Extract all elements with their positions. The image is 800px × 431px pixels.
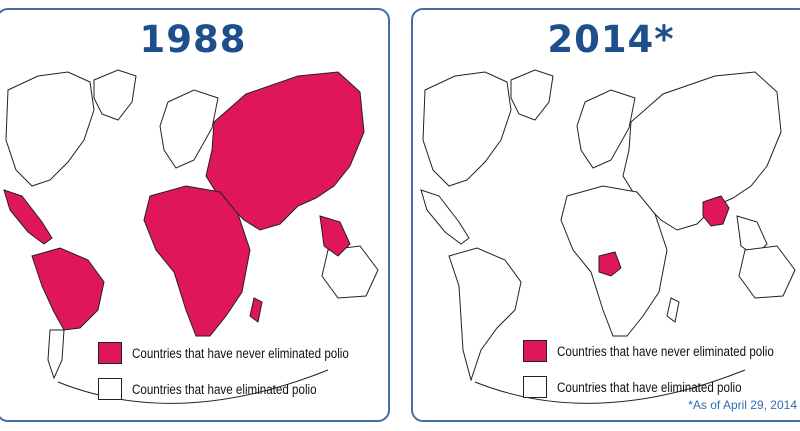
north-america xyxy=(422,71,512,187)
legend-swatch-red xyxy=(523,340,547,362)
south-america-endemic xyxy=(31,247,105,331)
north-america xyxy=(5,71,95,187)
southeast-asia-endemic xyxy=(319,215,351,257)
map-panel-1988: 1988 Countries that have never eliminate… xyxy=(0,8,390,422)
panel-title-2014: 2014* xyxy=(547,18,675,61)
legend-swatch-red xyxy=(98,342,122,364)
madagascar-endemic xyxy=(249,297,263,323)
legend-label-never: Countries that have never eliminated pol… xyxy=(557,343,774,359)
greenland xyxy=(93,69,137,121)
australia xyxy=(321,245,379,299)
pakistan-afghanistan-endemic xyxy=(702,195,730,227)
eurasia-endemic xyxy=(205,71,365,231)
panel-title-1988: 1988 xyxy=(139,18,247,61)
legend-eliminated-1988: Countries that have eliminated polio xyxy=(98,378,347,400)
legend-swatch-white xyxy=(98,378,122,400)
greenland xyxy=(510,69,554,121)
legend-eliminated-2014: Countries that have eliminated polio xyxy=(523,376,772,398)
endemic-land-2014 xyxy=(598,195,730,277)
legend-label-eliminated: Countries that have eliminated polio xyxy=(557,379,742,395)
mexico xyxy=(420,189,470,245)
eliminated-land-1988 xyxy=(5,69,379,404)
mexico-endemic xyxy=(3,189,53,245)
europe xyxy=(576,89,636,169)
legend-label-never: Countries that have never eliminated pol… xyxy=(132,345,349,361)
legend-swatch-white xyxy=(523,376,547,398)
footnote-date: *As of April 29, 2014 xyxy=(688,398,797,412)
world-map-1988 xyxy=(3,69,379,404)
legend-never-eliminated-2014: Countries that have never eliminated pol… xyxy=(523,340,800,362)
endemic-land-1988 xyxy=(3,71,365,337)
map-panel-2014: 2014* Countries that have never eliminat… xyxy=(411,8,800,422)
madagascar xyxy=(666,297,680,323)
nigeria-endemic xyxy=(598,251,622,277)
antarctic-arc xyxy=(57,369,329,404)
legend-label-eliminated: Countries that have eliminated polio xyxy=(132,381,317,397)
south-america xyxy=(448,247,522,382)
africa-endemic xyxy=(143,185,251,337)
legend-never-eliminated-1988: Countries that have never eliminated pol… xyxy=(98,342,384,364)
world-map-2014 xyxy=(420,69,796,404)
chile-argentina xyxy=(47,329,65,380)
australia xyxy=(738,245,796,299)
antarctic-arc xyxy=(474,369,746,404)
europe xyxy=(159,89,219,169)
